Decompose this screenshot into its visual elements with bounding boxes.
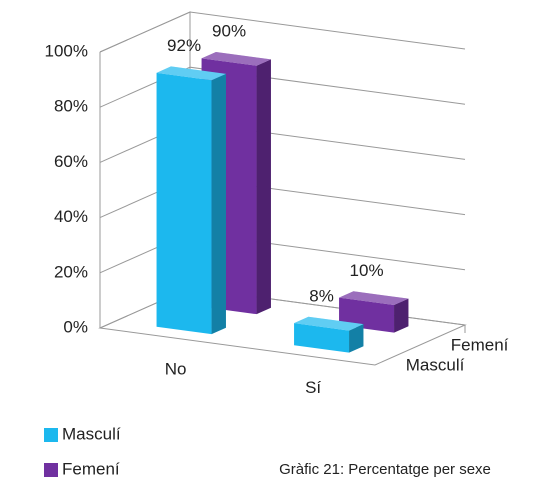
x-tick-label: No <box>165 360 187 379</box>
bar-front <box>294 323 350 353</box>
y-tick-label: 60% <box>54 152 88 171</box>
bar-top <box>156 66 226 81</box>
bar-top <box>339 291 409 306</box>
caption: Gràfic 21: Percentatge per sexe <box>279 461 491 478</box>
bar-side-shade <box>211 73 226 335</box>
bar <box>156 66 226 335</box>
y-tick-label: 40% <box>54 207 88 226</box>
grid-line <box>99 11 466 53</box>
y-tick-label: 80% <box>54 97 88 116</box>
depth-label: Masculí <box>406 356 465 375</box>
floor <box>98 287 467 366</box>
legend-swatch <box>44 428 58 442</box>
value-label: 10% <box>350 261 384 280</box>
bar-side-shade <box>256 59 271 315</box>
bar-top-light <box>156 66 226 81</box>
bar-side-shade <box>349 324 364 353</box>
bar-side <box>211 73 226 335</box>
grid-line <box>99 66 466 108</box>
bar-top <box>201 51 271 66</box>
legend-label: Masculí <box>62 424 121 443</box>
y-tick-label: 100% <box>45 41 88 60</box>
value-label: 8% <box>309 286 334 305</box>
grid-line <box>99 232 466 274</box>
y-tick-label: 0% <box>63 317 88 336</box>
bar-top-light <box>201 51 271 66</box>
grid-line <box>99 177 466 219</box>
legend-swatch <box>44 463 58 477</box>
bar-front <box>156 72 212 335</box>
bar-top-light <box>339 291 409 306</box>
bar <box>294 316 364 353</box>
x-tick-label: Sí <box>305 378 321 397</box>
bar-side-shade <box>394 298 409 333</box>
bar-side <box>394 298 409 333</box>
bar-side <box>349 324 364 353</box>
bar-top-light <box>294 316 364 331</box>
bar-top <box>294 316 364 331</box>
legend-label: Femení <box>62 459 120 478</box>
depth-label: Femení <box>451 336 509 355</box>
y-tick-label: 20% <box>54 262 88 281</box>
bar-side <box>256 59 271 315</box>
grid-line <box>99 287 466 329</box>
value-label: 90% <box>212 22 246 41</box>
grid-line <box>99 121 466 163</box>
value-label: 92% <box>167 36 201 55</box>
